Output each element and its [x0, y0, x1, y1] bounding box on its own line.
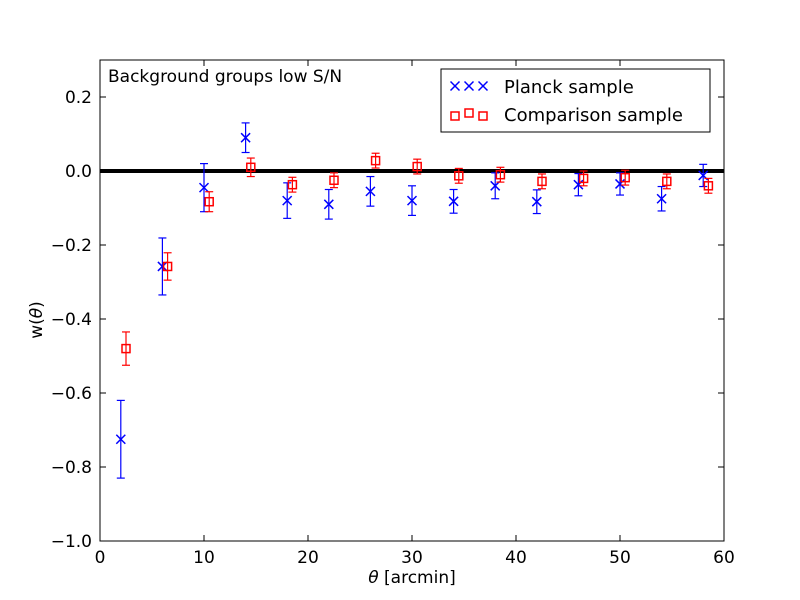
y-axis-label-suffix: )	[27, 301, 47, 308]
x-tick-label: 20	[297, 548, 319, 568]
data-point-stroke	[698, 170, 709, 181]
data-point	[287, 179, 298, 190]
data-point-stroke	[365, 186, 376, 197]
data-point	[662, 176, 672, 187]
data-point-stroke	[240, 132, 251, 143]
y-tick-label: −0.2	[51, 236, 92, 256]
data-point	[454, 171, 464, 181]
legend-marker-comparison	[464, 108, 474, 118]
data-point	[656, 193, 667, 204]
series-planck	[115, 122, 709, 479]
y-tick-label: −0.8	[51, 458, 92, 478]
x-axis-label: θ [arcmin]	[368, 568, 456, 588]
data-point-stroke	[656, 193, 667, 204]
data-point	[412, 161, 422, 172]
data-point-stroke	[531, 196, 542, 207]
y-axis-label-symbol: θ	[27, 307, 47, 318]
data-point	[620, 172, 630, 183]
data-point	[329, 175, 339, 185]
data-point-stroke	[115, 434, 126, 445]
data-point-stroke	[157, 261, 168, 272]
data-point	[157, 261, 168, 272]
y-tick-label: 0.0	[65, 162, 92, 182]
x-tick-label: 60	[713, 548, 735, 568]
legend-label-planck: Planck sample	[504, 77, 634, 98]
data-point	[531, 196, 542, 207]
data-point	[115, 434, 126, 445]
data-point	[246, 162, 256, 173]
legend-marker-planck	[477, 80, 489, 92]
data-point	[240, 132, 251, 143]
legend-marker-planck	[463, 80, 475, 92]
data-point	[121, 343, 131, 354]
y-tick-label: −0.6	[51, 384, 92, 404]
data-point-stroke	[448, 196, 459, 207]
chart-annotation: Background groups low S/N	[108, 67, 342, 87]
data-point	[448, 196, 459, 207]
y-tick-label: 0.2	[65, 88, 92, 108]
data-point-stroke	[490, 180, 501, 191]
legend-label-comparison: Comparison sample	[504, 105, 683, 126]
legend-marker-comparison	[450, 111, 460, 121]
data-point-stroke	[198, 182, 210, 193]
data-point	[365, 186, 376, 197]
x-axis-label-symbol: θ	[368, 568, 379, 588]
data-point-stroke	[323, 199, 334, 210]
legend-marker-stroke	[449, 80, 461, 92]
legend-marker-stroke	[463, 80, 475, 92]
y-tick-label: −0.4	[51, 310, 92, 330]
legend-marker-comparison	[478, 111, 488, 121]
data-point-stroke	[406, 195, 418, 206]
data-point	[406, 195, 418, 206]
plot-area: 0 10 20 30 40 50 60 −1.0 −0.8 −0.6 −0.4 −0.2 0.0 0.2	[51, 59, 735, 568]
x-axis-label-unit: [arcmin]	[379, 568, 456, 588]
data-point	[282, 195, 293, 206]
x-tick-label: 0	[95, 548, 106, 568]
y-axis-label-prefix: w(	[27, 318, 47, 339]
data-point	[495, 169, 506, 180]
legend-marker-stroke	[477, 80, 489, 92]
y-tick-label: −1.0	[51, 532, 92, 552]
data-point	[162, 261, 173, 272]
series-comparison	[121, 152, 714, 366]
data-point	[537, 176, 547, 187]
x-tick-label: 10	[193, 548, 215, 568]
data-point	[578, 173, 589, 184]
legend-frame	[440, 68, 711, 133]
data-point	[370, 155, 381, 166]
legend-markers	[449, 80, 489, 121]
data-point	[703, 181, 714, 191]
legend: Planck sample Comparison sample	[440, 68, 711, 133]
x-tick-label: 30	[401, 548, 423, 568]
y-axis-label: w(θ)	[27, 301, 47, 339]
data-point	[204, 196, 214, 207]
data-point	[198, 182, 210, 193]
data-point	[323, 199, 334, 210]
data-point-stroke	[282, 195, 293, 206]
legend-marker-planck	[449, 80, 461, 92]
data-point	[490, 180, 501, 191]
x-tick-label: 40	[505, 548, 527, 568]
x-tick-label: 50	[609, 548, 631, 568]
